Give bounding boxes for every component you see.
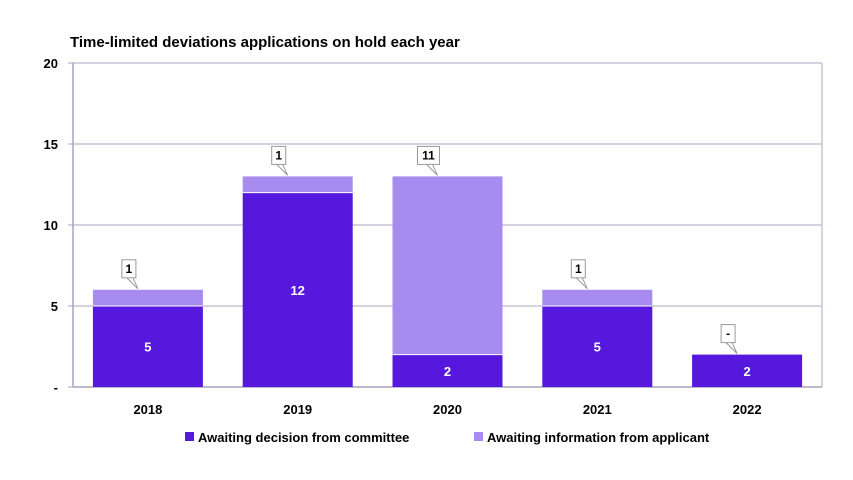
callout-pointer-2020 (426, 164, 438, 176)
callout-box-2020 (417, 145, 440, 165)
legend-swatch-committee (185, 432, 194, 441)
y-tick-label: 20 (44, 56, 58, 71)
y-tick-label: 10 (44, 218, 58, 233)
legend: Awaiting decision from committee Awaitin… (185, 430, 710, 445)
data-label-applicant-2022: - (726, 327, 730, 341)
bar-committee-2018 (92, 306, 203, 387)
data-label-committee-2019: 12 (290, 283, 304, 298)
callout-box-2018 (121, 259, 137, 279)
data-label-applicant-2020: 11 (422, 148, 435, 162)
legend-swatch-applicant (474, 432, 483, 441)
data-label-committee-2022: 2 (743, 364, 750, 379)
bar-committee-2020 (392, 354, 503, 387)
x-axis-ticks: 2018 2019 2020 2021 2022 (133, 402, 761, 417)
callout-box-2021 (570, 259, 586, 279)
data-label-committee-2020: 2 (444, 364, 451, 379)
bar-committee-2022 (692, 354, 803, 387)
callout-pointer-2022 (725, 342, 738, 354)
bar-applicant-2020 (392, 176, 503, 355)
y-tick-label: 15 (44, 137, 58, 152)
x-tick-label: 2020 (433, 402, 462, 417)
bar-committee-2021 (542, 306, 653, 387)
callout-pointer-2019 (276, 164, 289, 176)
bar-applicant-2021 (542, 289, 653, 306)
x-tick-label: 2019 (283, 402, 312, 417)
x-tick-label: 2021 (583, 402, 612, 417)
legend-label-committee: Awaiting decision from committee (198, 430, 409, 445)
bar-applicant-2018 (92, 289, 203, 306)
data-label-committee-2018: 5 (144, 340, 151, 355)
legend-label-applicant: Awaiting information from applicant (487, 430, 710, 445)
callout-box-2022 (720, 324, 736, 344)
chart-title: Time-limited deviations applications on … (70, 34, 460, 51)
data-label-applicant-2021: 1 (575, 262, 582, 276)
x-tick-label: 2018 (133, 402, 162, 417)
callout-pointer-2021 (575, 277, 588, 290)
y-tick-label: 5 (51, 299, 58, 314)
data-label-committee-2021: 5 (594, 340, 601, 355)
callout-box-2019 (271, 145, 287, 165)
y-axis-ticks: - 5 10 15 20 (44, 56, 73, 395)
y-tick-label: - (54, 380, 58, 395)
bar-applicant-2019 (242, 176, 353, 193)
data-label-applicant-2018: 1 (126, 262, 133, 276)
data-label-applicant-2019: 1 (275, 148, 282, 162)
bar-committee-2019 (242, 192, 353, 387)
x-tick-label: 2022 (733, 402, 762, 417)
callout-pointer-2018 (126, 277, 139, 290)
